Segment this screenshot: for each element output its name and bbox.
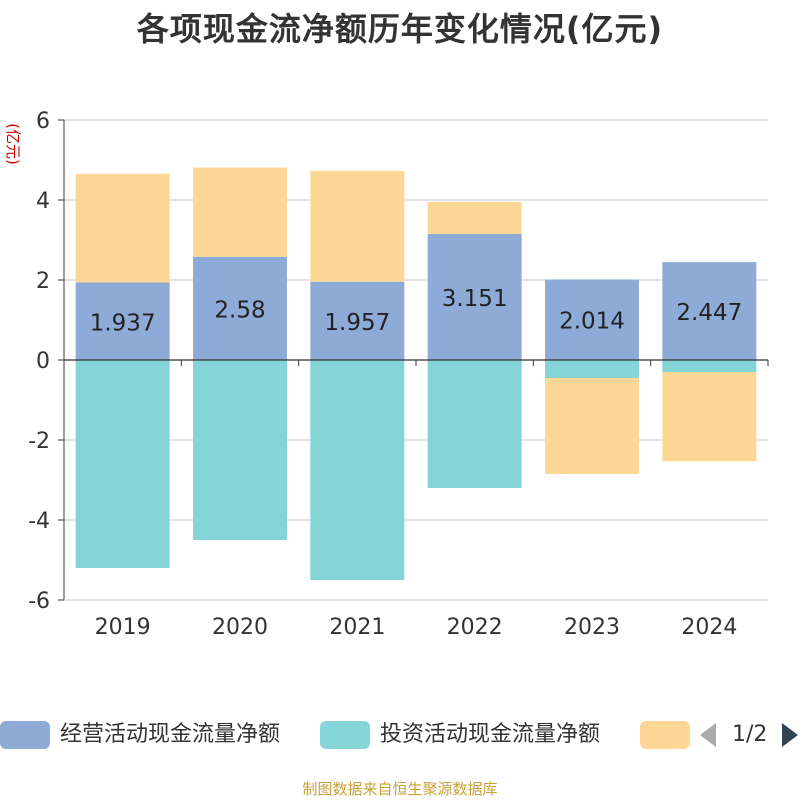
bar-2-2021 (310, 360, 405, 580)
legend-label-investing: 投资活动现金流量净额 (380, 722, 601, 747)
legend-swatch-financing (640, 721, 690, 749)
x-tick-label-2022: 2022 (447, 615, 503, 640)
chart-title: 各项现金流净额历年变化情况(亿元) (136, 10, 664, 48)
data-label-2023: 2.014 (559, 309, 625, 335)
data-label-2020: 2.58 (214, 297, 265, 323)
bar-2-2024 (662, 360, 757, 372)
y-tick-label: -6 (28, 589, 50, 614)
bar-1-2024 (662, 262, 757, 360)
bar-3-2024 (662, 372, 757, 462)
x-tick-label-2020: 2020 (212, 615, 268, 640)
bar-3-2021 (310, 170, 405, 282)
chart-canvas: -6 -4 -2 0 2 4 6 (亿元) 2019 2020 2021 2022 2023 2024 1.… (4, 109, 769, 640)
bar-2-2019 (75, 360, 170, 568)
data-source-note: 制图数据来自恒生聚源数据库 (302, 780, 498, 798)
y-axis-label: (亿元) (4, 123, 22, 165)
bar-1-2020 (193, 256, 287, 360)
data-label-2021: 1.957 (324, 310, 390, 336)
legend-swatch-operating (0, 721, 50, 749)
bar-3-2020 (193, 167, 287, 257)
bar-1-2022 (427, 233, 522, 360)
y-tick-label: 6 (36, 109, 50, 134)
x-tick-label-2023: 2023 (564, 615, 620, 640)
bar-1-2023 (545, 279, 639, 360)
data-label-2024: 2.447 (676, 300, 742, 326)
y-tick-label: -2 (28, 429, 50, 454)
x-tick-label-2021: 2021 (329, 615, 385, 640)
legend-page-indicator: 1/2 (732, 722, 768, 747)
legend-item-financing[interactable] (640, 718, 690, 750)
legend: 经营活动现金流量净额 投资活动现金流量净额 1/2 (0, 716, 800, 752)
x-tick-label-2024: 2024 (681, 615, 737, 640)
legend-pager: 1/2 (700, 718, 800, 750)
y-tick-label: 0 (36, 349, 50, 374)
legend-label-operating: 经营活动现金流量净额 (60, 722, 281, 747)
bar-3-2019 (75, 173, 170, 283)
legend-item-investing[interactable]: 投资活动现金流量净额 (320, 718, 630, 750)
bar-2-2020 (193, 360, 287, 540)
bar-2-2022 (427, 360, 522, 488)
bar-1-2021 (310, 281, 405, 360)
y-tick-label: -4 (28, 509, 50, 534)
data-label-2022: 3.151 (442, 286, 508, 312)
data-label-2019: 1.937 (90, 310, 156, 336)
legend-prev-page-icon[interactable] (700, 723, 716, 747)
x-tick-label-2019: 2019 (95, 615, 151, 640)
legend-next-page-icon[interactable] (782, 723, 798, 747)
bar-3-2022 (427, 201, 522, 234)
legend-item-operating[interactable]: 经营活动现金流量净额 (0, 718, 310, 750)
bar-1-2019 (75, 282, 170, 360)
y-tick-label: 4 (36, 189, 50, 214)
legend-swatch-investing (320, 721, 370, 749)
bar-2-2023 (545, 360, 639, 378)
y-tick-label: 2 (36, 269, 50, 294)
bar-3-2023 (545, 378, 639, 474)
